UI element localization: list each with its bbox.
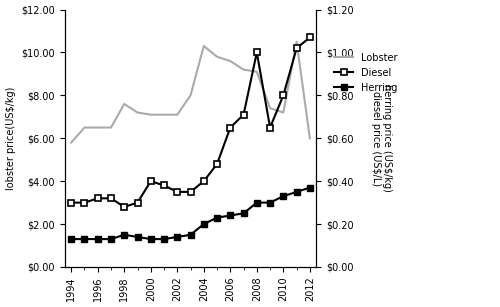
Y-axis label: herring price (US$/kg)
diesel price (US$/L): herring price (US$/kg) diesel price (US$… [370,84,392,192]
Herring [161,237,167,241]
Lobster [201,44,207,48]
Herring [108,237,114,241]
Diesel [121,205,127,209]
Diesel [161,184,167,187]
Lobster [188,94,194,97]
Lobster [82,126,87,129]
Diesel [267,126,273,129]
Diesel [94,196,100,200]
Herring [121,233,127,237]
Lobster [307,136,313,140]
Diesel [254,51,260,54]
Diesel [280,94,286,97]
Lobster [148,113,154,117]
Diesel [294,46,300,50]
Herring [267,201,273,204]
Herring [307,186,313,189]
Lobster [294,40,300,44]
Diesel [201,179,207,183]
Line: Diesel: Diesel [68,34,313,210]
Herring [68,237,74,241]
Herring [280,194,286,198]
Diesel [134,201,140,204]
Herring [228,214,234,217]
Y-axis label: lobster price(US$/kg): lobster price(US$/kg) [6,87,16,190]
Diesel [214,162,220,166]
Herring [294,190,300,194]
Diesel [82,201,87,204]
Lobster [68,141,74,144]
Diesel [148,179,154,183]
Diesel [108,196,114,200]
Lobster [161,113,167,117]
Herring [201,222,207,226]
Lobster [228,59,234,63]
Line: Lobster: Lobster [71,42,310,142]
Herring [214,216,220,220]
Lobster [280,111,286,115]
Herring [94,237,100,241]
Herring [174,235,180,239]
Diesel [307,36,313,39]
Lobster [108,126,114,129]
Lobster [94,126,100,129]
Lobster [121,102,127,106]
Herring [188,233,194,237]
Lobster [214,55,220,59]
Line: Herring: Herring [68,185,312,242]
Herring [134,235,140,239]
Lobster [254,70,260,74]
Diesel [188,190,194,194]
Diesel [228,126,234,129]
Herring [254,201,260,204]
Herring [240,212,246,215]
Lobster [267,107,273,110]
Lobster [134,111,140,115]
Lobster [240,68,246,72]
Lobster [174,113,180,117]
Diesel [174,190,180,194]
Diesel [68,201,74,204]
Legend: Lobster, Diesel, Herring: Lobster, Diesel, Herring [334,53,398,93]
Herring [148,237,154,241]
Herring [82,237,87,241]
Diesel [240,113,246,117]
